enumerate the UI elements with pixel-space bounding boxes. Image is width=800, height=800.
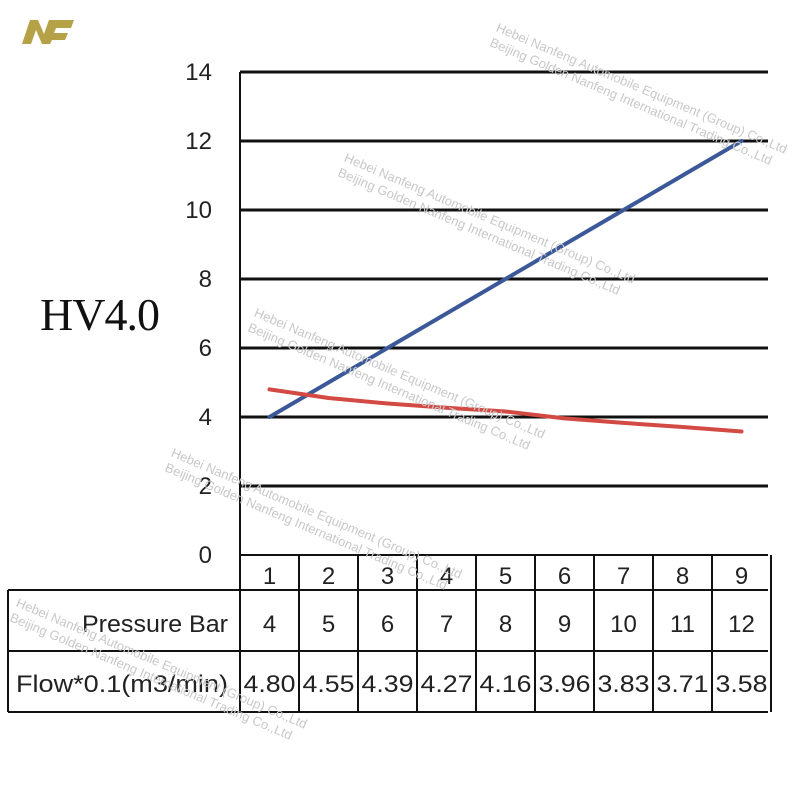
table-cell: 4.39 bbox=[362, 671, 414, 698]
x-tick-label: 4 bbox=[440, 563, 453, 590]
y-tick-label: 12 bbox=[185, 128, 212, 155]
y-tick-label: 2 bbox=[199, 473, 212, 500]
y-tick-label: 14 bbox=[185, 59, 212, 86]
series-line-2 bbox=[267, 387, 744, 434]
x-tick-label: 2 bbox=[322, 563, 335, 590]
table-cell: 8 bbox=[499, 611, 512, 638]
x-tick-label: 8 bbox=[676, 563, 689, 590]
table-cell: 4.27 bbox=[421, 671, 473, 698]
table-cell: 5 bbox=[322, 611, 335, 638]
series-line-1 bbox=[267, 139, 744, 419]
table-cell: 7 bbox=[440, 611, 453, 638]
table-cell: 3.96 bbox=[539, 671, 591, 698]
x-tick-label: 7 bbox=[617, 563, 630, 590]
table-cell: 11 bbox=[670, 611, 695, 638]
y-tick-label: 0 bbox=[199, 542, 212, 569]
x-tick-label: 3 bbox=[381, 563, 394, 590]
table-cell: 3.71 bbox=[657, 671, 709, 698]
x-tick-label: 9 bbox=[735, 563, 748, 590]
y-tick-label: 10 bbox=[185, 197, 212, 224]
row-header: Flow*0.1(m3/min) bbox=[16, 671, 228, 698]
x-tick-label: 1 bbox=[263, 563, 276, 590]
table-cell: 12 bbox=[728, 611, 755, 638]
x-tick-label: 6 bbox=[558, 563, 571, 590]
y-tick-label: 4 bbox=[199, 404, 212, 431]
y-tick-label: 6 bbox=[199, 335, 212, 362]
main-label: HV4.0 bbox=[40, 289, 160, 340]
table-cell: 4 bbox=[263, 611, 276, 638]
table-cell: 10 bbox=[610, 611, 637, 638]
table-cell: 3.58 bbox=[716, 671, 768, 698]
table-cell: 4.55 bbox=[303, 671, 355, 698]
table-cell: 9 bbox=[558, 611, 571, 638]
table-cell: 6 bbox=[381, 611, 394, 638]
row-header: Pressure Bar bbox=[82, 611, 228, 638]
table-cell: 4.80 bbox=[244, 671, 296, 698]
table-cell: 4.16 bbox=[480, 671, 532, 698]
table-cell: 3.83 bbox=[598, 671, 650, 698]
y-tick-label: 8 bbox=[199, 266, 212, 293]
brand-logo bbox=[12, 14, 76, 55]
x-tick-label: 5 bbox=[499, 563, 512, 590]
